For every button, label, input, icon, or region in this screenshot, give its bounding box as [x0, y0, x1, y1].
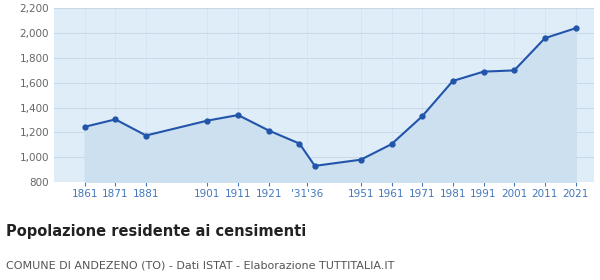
Text: COMUNE DI ANDEZENO (TO) - Dati ISTAT - Elaborazione TUTTITALIA.IT: COMUNE DI ANDEZENO (TO) - Dati ISTAT - E…	[6, 260, 394, 270]
Text: Popolazione residente ai censimenti: Popolazione residente ai censimenti	[6, 224, 306, 239]
